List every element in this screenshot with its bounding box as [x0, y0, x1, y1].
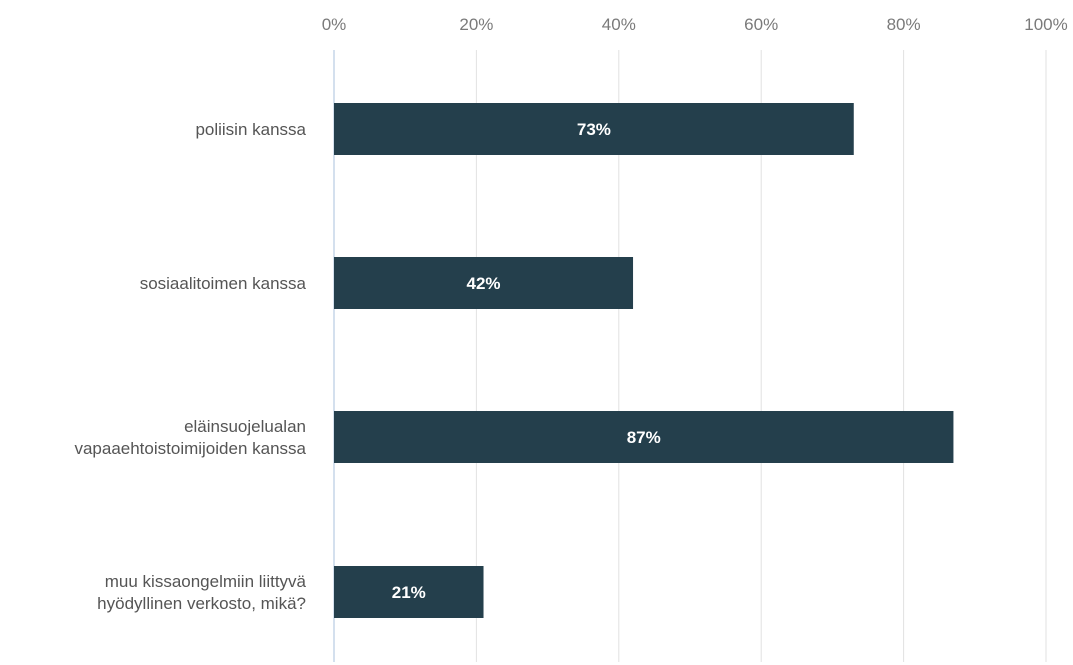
x-tick-label: 0%: [322, 15, 347, 34]
category-label: muu kissaongelmiin liittyvä hyödyllinen v…: [97, 572, 306, 613]
x-tick-label: 60%: [744, 15, 778, 34]
x-tick-label: 40%: [602, 15, 636, 34]
x-tick-label: 20%: [459, 15, 493, 34]
bar: [334, 411, 954, 463]
bar: [334, 103, 854, 155]
bar: [334, 566, 484, 618]
data-label: 87%: [627, 428, 661, 447]
category-label-line: poliisin kanssa: [195, 120, 306, 139]
data-label: 73%: [577, 120, 611, 139]
category-label-line: sosiaalitoimen kanssa: [140, 274, 307, 293]
bars: 73% 42% 87% 21%: [334, 103, 954, 618]
category-label: poliisin kanssa: [195, 120, 306, 139]
x-axis-ticks: 0% 20% 40% 60% 80% 100%: [322, 15, 1068, 34]
category-label: sosiaalitoimen kanssa: [140, 274, 307, 293]
category-labels: poliisin kanssa sosiaalitoimen kanssa eläi…: [74, 120, 306, 613]
category-label-line: muu kissaongelmiin liittyvä: [105, 572, 307, 591]
data-label: 21%: [392, 583, 426, 602]
category-label: eläinsuojelualan vapaaehtoistoimijoiden k…: [74, 417, 306, 458]
category-label-line: vapaaehtoistoimijoiden kanssa: [74, 439, 306, 458]
category-label-line: eläinsuojelualan: [184, 417, 306, 436]
bar: [334, 257, 634, 309]
data-label: 42%: [467, 274, 501, 293]
x-tick-label: 80%: [887, 15, 921, 34]
category-label-line: hyödyllinen verkosto, mikä?: [97, 594, 306, 613]
x-tick-label: 100%: [1024, 15, 1067, 34]
